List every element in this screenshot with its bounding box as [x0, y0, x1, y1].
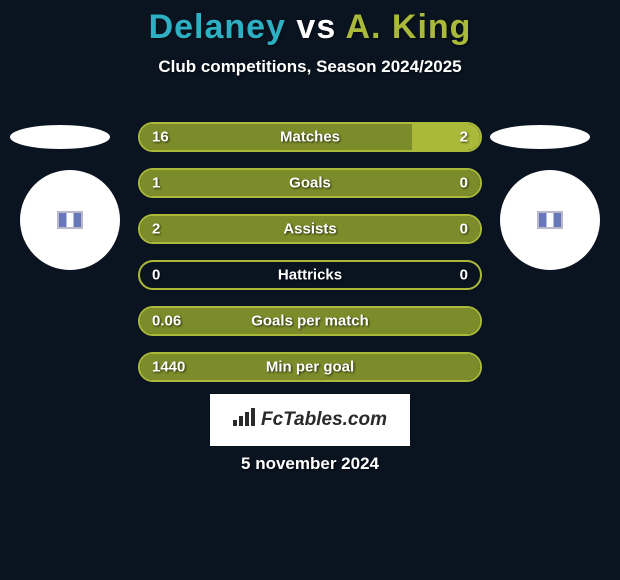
logo-text: FcTables.com: [261, 409, 387, 431]
stat-label: Hattricks: [278, 267, 342, 284]
subtitle: Club competitions, Season 2024/2025: [0, 57, 620, 77]
player2-ellipse: [490, 125, 590, 149]
stat-value-left: 1: [152, 175, 160, 192]
stat-value-left: 0.06: [152, 313, 181, 330]
stat-value-left: 0: [152, 267, 160, 284]
title-vs: vs: [296, 8, 336, 46]
stat-row: 0.06 Goals per match: [138, 306, 482, 336]
title-player1: Delaney: [149, 8, 286, 46]
stat-row: 0 Hattricks 0: [138, 260, 482, 290]
stat-value-right: 0: [460, 175, 468, 192]
stat-label: Goals per match: [251, 313, 369, 330]
stat-row: 16 Matches 2: [138, 122, 482, 152]
stat-label: Matches: [280, 129, 340, 146]
stat-value-left: 16: [152, 129, 169, 146]
player1-avatar: [20, 170, 120, 270]
page-title: Delaney vs A. King: [0, 0, 620, 47]
stat-bar-left: [140, 124, 412, 150]
title-player2: A. King: [345, 8, 471, 46]
logo-box: FcTables.com: [210, 394, 410, 446]
player1-flag-icon: [57, 211, 83, 229]
stat-bar-right: [412, 124, 480, 150]
date-text: 5 november 2024: [241, 454, 379, 474]
player2-avatar: [500, 170, 600, 270]
stat-value-left: 2: [152, 221, 160, 238]
stat-label: Assists: [283, 221, 336, 238]
stat-row: 1 Goals 0: [138, 168, 482, 198]
stat-value-right: 2: [460, 129, 468, 146]
stat-row: 1440 Min per goal: [138, 352, 482, 382]
stat-value-right: 0: [460, 221, 468, 238]
stats-area: 16 Matches 2 1 Goals 0 2 Assists 0 0 Hattricks 0 0.0…: [138, 122, 482, 398]
player1-ellipse: [10, 125, 110, 149]
stat-value-right: 0: [460, 267, 468, 284]
stat-label: Min per goal: [266, 359, 354, 376]
player2-flag-icon: [537, 211, 563, 229]
stat-value-left: 1440: [152, 359, 185, 376]
stat-label: Goals: [289, 175, 331, 192]
chart-icon: [233, 408, 255, 432]
stat-row: 2 Assists 0: [138, 214, 482, 244]
